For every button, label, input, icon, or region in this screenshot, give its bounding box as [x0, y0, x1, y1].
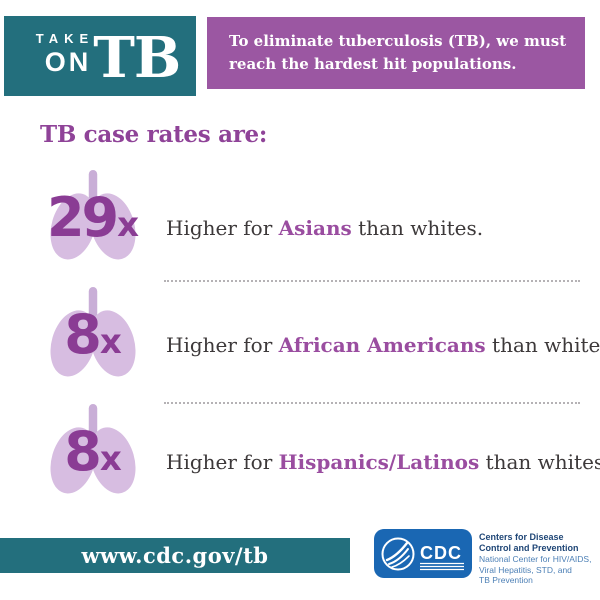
cdc-name-block: Centers for Disease Control and Preventi… — [479, 529, 591, 586]
logo-left-column: TAKE ON — [36, 32, 88, 76]
multiplier-label: 8x — [46, 287, 140, 381]
lungs-icon — [50, 170, 136, 260]
stat-icon-wrap: 29x — [46, 170, 140, 264]
stat-text-rest: than whites. — [479, 450, 600, 474]
stat-text-rest: than whites. — [492, 333, 600, 357]
stat-text: Higher for African Americans than whites… — [166, 333, 600, 357]
multiplier-value: 8 — [64, 303, 102, 366]
cdc-logo-stripes — [420, 562, 464, 570]
stat-icon-wrap: 8x — [46, 404, 140, 498]
multiplier-suffix: x — [117, 205, 140, 245]
stat-text: Higher for Hispanics/Latinos than whites… — [166, 450, 600, 474]
stat-text: Higher for Asians than whites. — [166, 216, 483, 240]
logo-tb-text: TB — [93, 24, 181, 91]
logo-take-text: TAKE — [35, 30, 95, 46]
stat-row-asians: 29x Higher for Asians than whites. — [46, 170, 483, 264]
stat-icon-wrap: 8x — [46, 287, 140, 381]
cdc-center-line1: National Center for HIV/AIDS, — [479, 554, 592, 564]
dotted-divider — [164, 402, 580, 404]
lungs-icon — [50, 287, 136, 377]
header-message-box: To eliminate tuberculosis (TB), we must … — [207, 17, 585, 89]
cdc-name-line2: Control and Prevention — [479, 543, 579, 553]
stat-group-name: Hispanics/Latinos — [278, 450, 480, 474]
cdc-url-bar: www.cdc.gov/tb — [0, 538, 350, 573]
stat-text-prefix: Higher for — [166, 333, 279, 357]
stat-group-name: Asians — [278, 216, 352, 240]
take-on-tb-logo: TAKE ON TB — [4, 16, 196, 96]
multiplier-value: 8 — [64, 420, 102, 483]
logo-lockup: TAKE ON TB — [36, 24, 181, 91]
header-message-line1: To eliminate tuberculosis (TB), we must — [229, 32, 567, 50]
multiplier-suffix: x — [99, 322, 122, 362]
cdc-logo-block: CDC Centers for Disease Control and Prev… — [374, 529, 591, 586]
stat-text-rest: than whites. — [351, 216, 484, 240]
lungs-icon — [50, 404, 136, 494]
stat-text-prefix: Higher for — [166, 450, 279, 474]
cdc-logo: CDC — [374, 529, 472, 578]
cdc-acronym-text: CDC — [420, 543, 462, 563]
dotted-divider — [164, 280, 580, 282]
page-title: TB case rates are: — [40, 121, 268, 148]
multiplier-label: 8x — [46, 404, 140, 498]
multiplier-value: 29 — [46, 186, 119, 249]
hhs-eagle-and-cdc-icon: CDC — [381, 537, 464, 570]
logo-on-text: ON — [44, 46, 92, 77]
cdc-url-text: www.cdc.gov/tb — [81, 543, 269, 568]
cdc-center-line3: TB Prevention — [479, 575, 533, 585]
stat-group-name: African Americans — [278, 333, 486, 357]
cdc-center-line2: Viral Hepatitis, STD, and — [479, 564, 572, 575]
stat-text-prefix: Higher for — [166, 216, 279, 240]
header-message-line2: reach the hardest hit populations. — [229, 55, 517, 73]
stat-row-african-americans: 8x Higher for African Americans than whi… — [46, 287, 600, 381]
multiplier-label: 29x — [46, 170, 140, 264]
stat-row-hispanics-latinos: 8x Higher for Hispanics/Latinos than whi… — [46, 404, 600, 498]
cdc-name-line1: Centers for Disease — [479, 532, 564, 542]
multiplier-suffix: x — [99, 439, 122, 479]
